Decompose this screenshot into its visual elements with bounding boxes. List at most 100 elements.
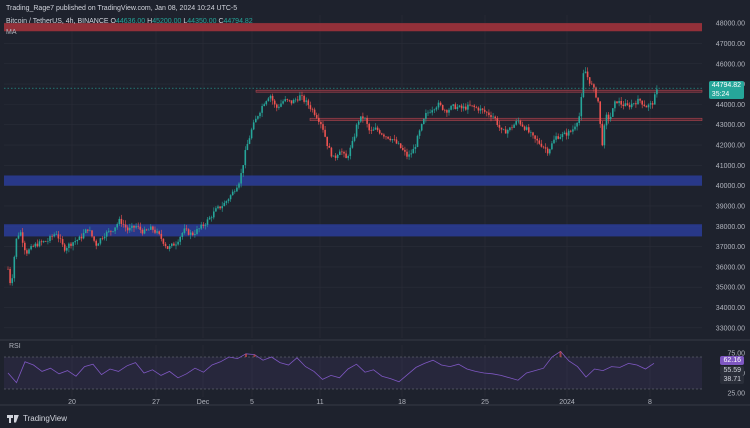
candle-body [559,137,562,139]
candle-body [257,116,259,119]
candle-body [11,278,13,284]
candle-body [624,103,627,107]
candle-body [362,116,364,119]
candle-body [651,103,654,105]
candle-body [236,187,238,192]
price-tick-label: 34000.00 [716,305,745,312]
candle-body [607,114,610,120]
candle-body [89,230,91,232]
candle-body [620,100,622,105]
candle-body [118,218,121,225]
candle-body [402,148,404,150]
candle-body [582,73,585,98]
candle-body [399,143,402,149]
candle-body [633,103,635,104]
candle-body [158,231,160,234]
candle-body [425,112,427,119]
candle-body [318,117,320,122]
candle-body [15,238,18,257]
candle-body [246,143,249,151]
candle-body [223,202,226,207]
candle-body [553,139,555,144]
candle-body [271,95,274,101]
candle-body [372,129,375,131]
candle-body [250,129,253,139]
candle-body [490,115,492,118]
candle-body [156,231,158,233]
candle-body [507,130,509,134]
candle-body [45,241,47,242]
candle-body [385,136,387,138]
candle-body [225,201,228,203]
rsi-label[interactable]: RSI [9,343,21,350]
candle-body [341,151,343,153]
candle-body [175,244,177,246]
candle-body [654,94,656,105]
candle-body [210,217,213,218]
candle-body [263,104,265,107]
high-value: 45200.00 [152,18,182,25]
candle-body [504,129,507,134]
candle-body [301,95,303,96]
candle-body [227,199,230,202]
candle-body [584,71,587,74]
candle-body [74,241,76,243]
low-label: L [183,18,188,25]
candle-body [339,151,341,155]
candle-body [381,133,383,135]
candle-body [549,149,551,154]
candle-body [635,103,637,105]
candle-body [595,87,597,98]
candle-body [612,108,614,117]
candle-body [78,236,81,240]
price-tick-label: 35000.00 [716,285,745,292]
candle-body [614,101,616,109]
candle-body [462,106,465,109]
candle-body [488,112,490,116]
candle-body [297,99,299,101]
candle-body [80,236,83,239]
candle-body [259,112,261,117]
candle-body [351,140,354,148]
candle-body [311,109,314,110]
candle-body [586,71,589,78]
tradingview-logo[interactable]: TradingView [7,414,67,423]
candle-body [597,97,599,102]
candle-body [21,232,24,243]
candle-body [61,239,64,245]
candle-body [391,139,394,141]
candle-body [7,268,9,270]
candle-body [82,233,85,239]
candle-body [643,104,646,107]
candle-body [345,153,347,159]
candle-body [229,195,232,200]
candle-body [523,126,526,130]
candle-body [418,130,421,136]
candle-body [563,132,566,135]
time-tick-label: 11 [316,399,323,406]
candle-body [38,241,41,247]
candle-body [91,230,93,237]
candle-body [206,219,209,225]
price-tick-label: 37000.00 [716,244,745,251]
candle-body [49,236,51,241]
candle-body [336,154,339,158]
candle-body [101,238,104,239]
candle-body [189,232,192,235]
candle-body [645,106,648,108]
candle-body [439,102,442,105]
price-tick-label: 46000.00 [716,61,745,68]
candle-body [565,132,568,136]
candle-body [393,139,396,140]
candle-body [626,103,629,105]
rsi-tick-label: 25.00 [727,391,745,398]
candle-body [17,235,20,239]
candle-body [355,124,358,137]
candle-body [147,229,150,231]
candle-body [404,149,406,152]
ma-indicator-label[interactable]: MA [6,29,17,36]
candle-body [378,130,381,134]
candle-body [145,229,148,231]
candle-body [622,104,625,107]
